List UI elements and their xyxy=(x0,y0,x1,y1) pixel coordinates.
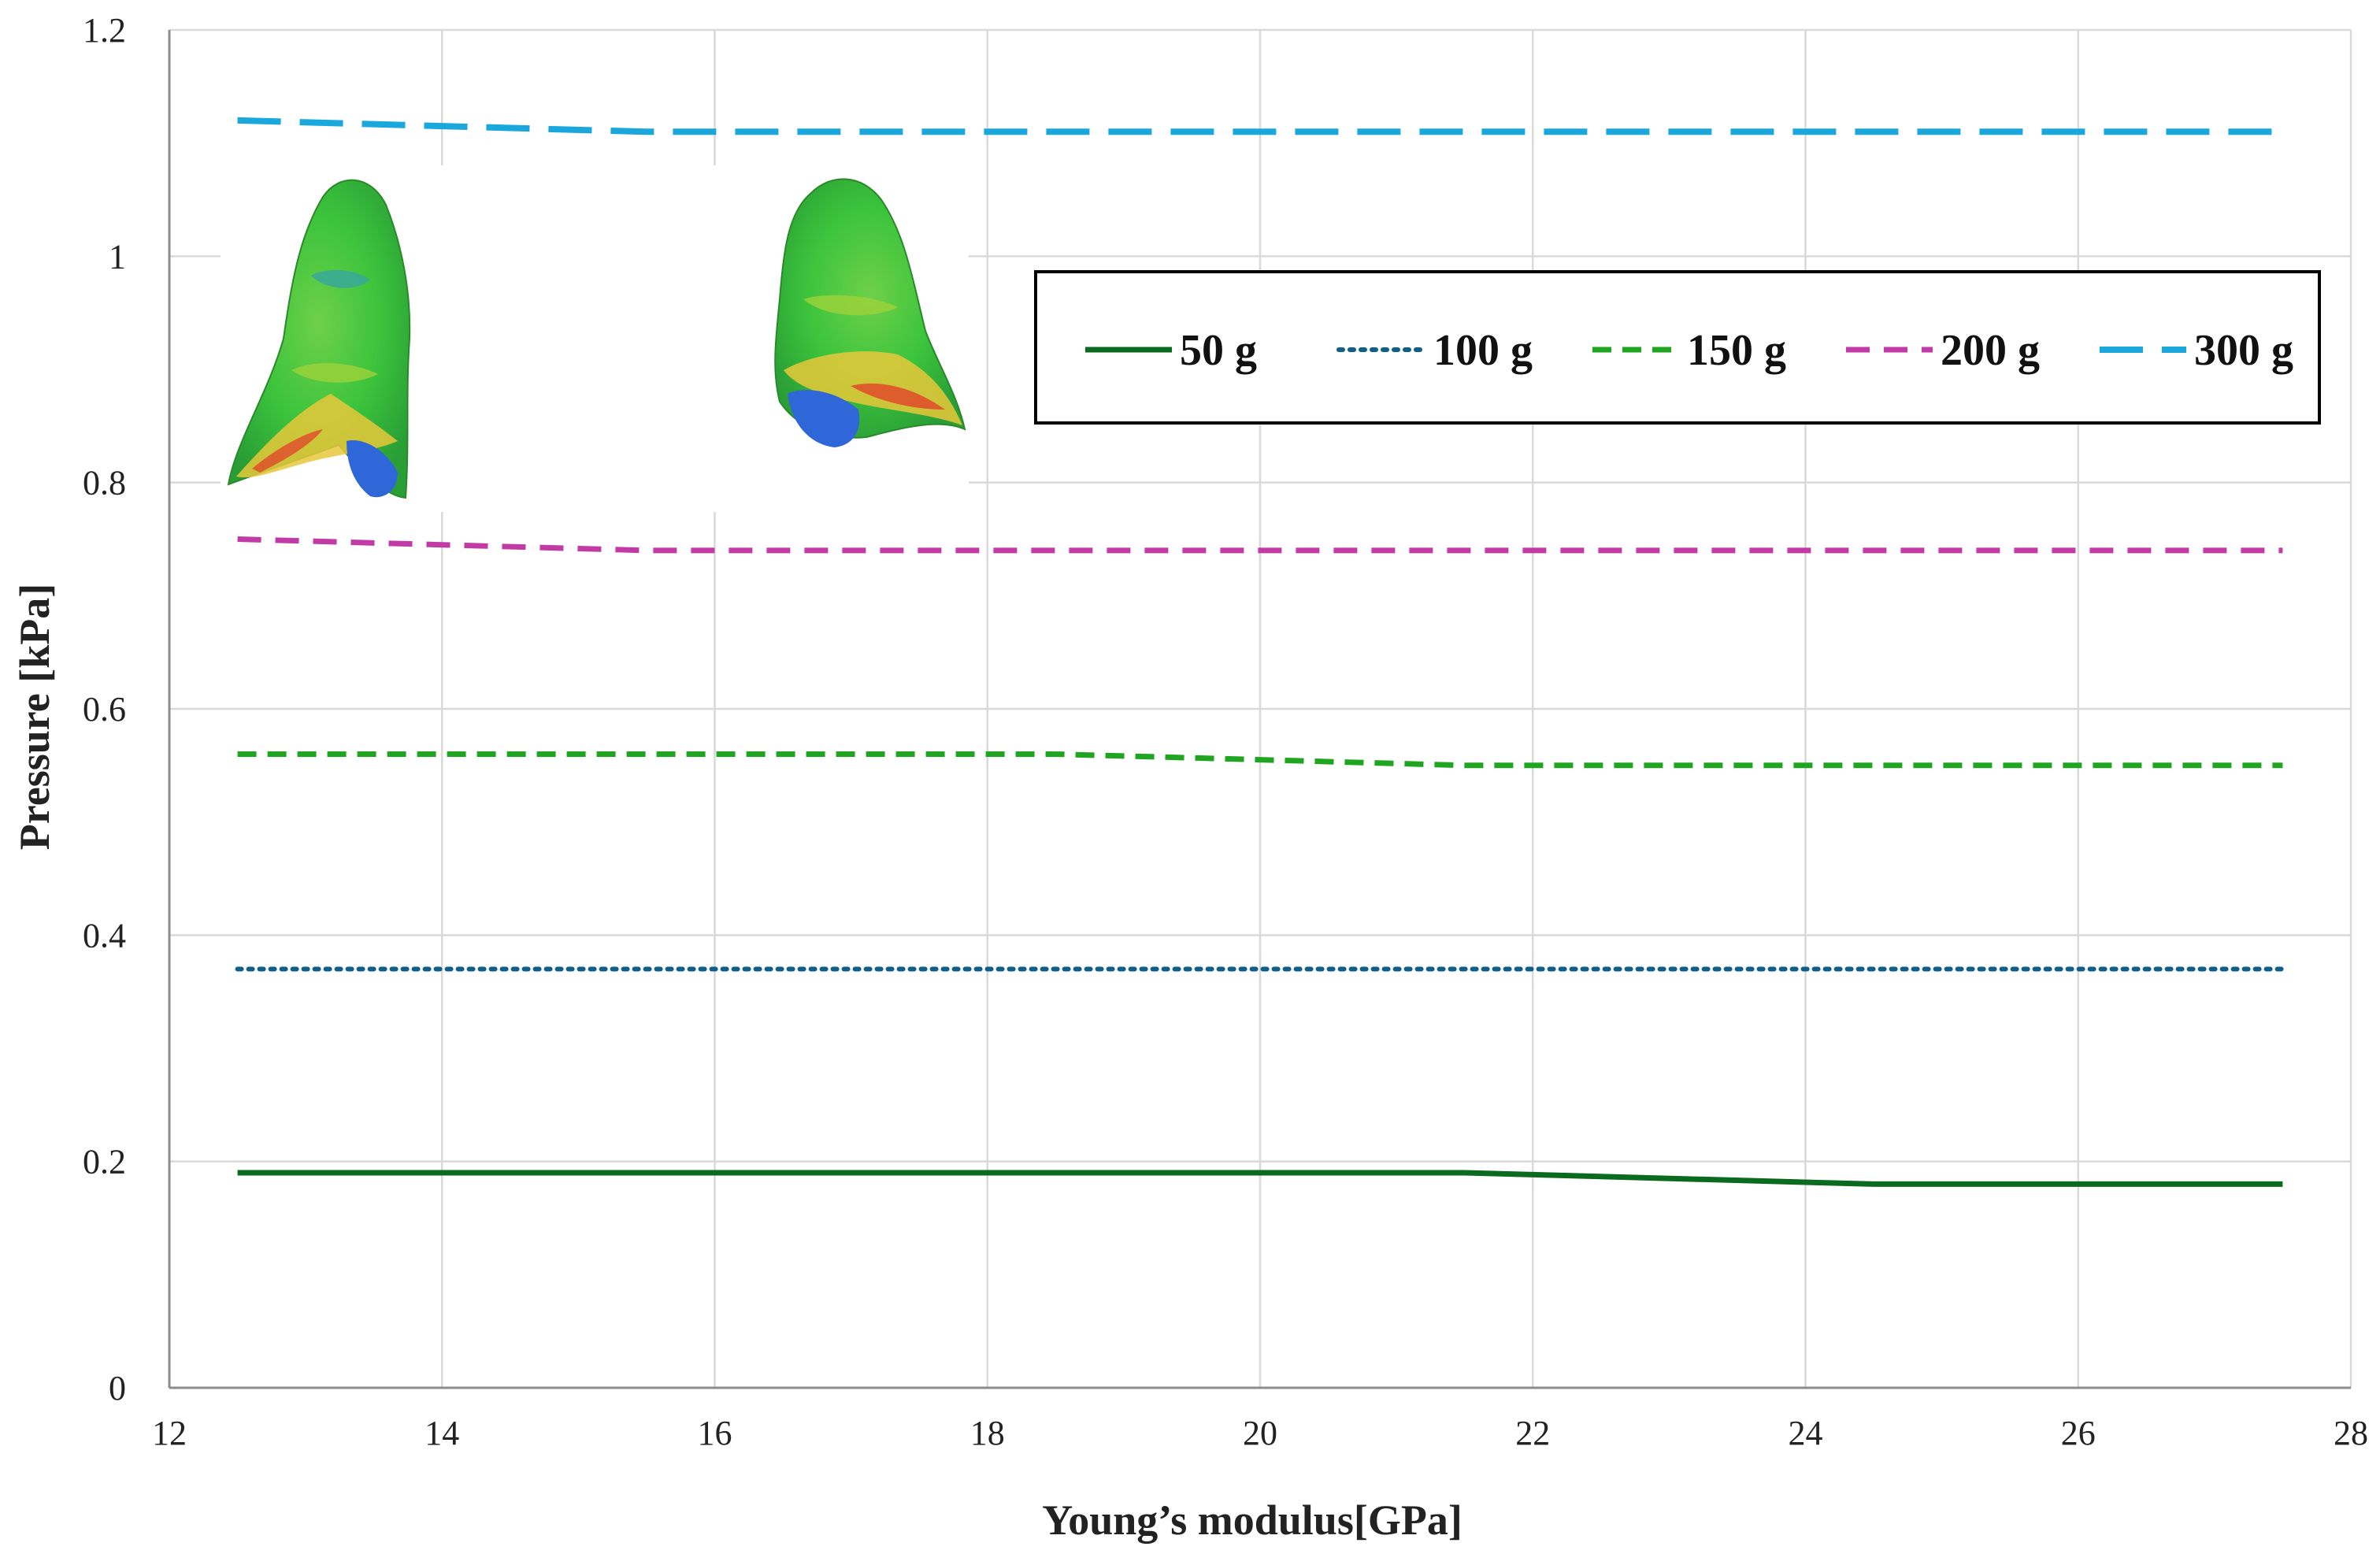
x-tick-label: 24 xyxy=(1789,1414,1823,1452)
y-tick-label: 0.2 xyxy=(83,1143,126,1181)
y-tick-label: 0.8 xyxy=(83,464,126,503)
axes xyxy=(168,30,2351,1389)
series-line-150g xyxy=(237,751,2283,769)
x-tick-label: 20 xyxy=(1243,1414,1277,1452)
x-tick-label: 18 xyxy=(970,1414,1005,1452)
tooth-model-left xyxy=(227,179,411,499)
y-tick-label: 1 xyxy=(109,237,126,276)
x-tick-label: 14 xyxy=(424,1414,459,1452)
legend-label: 300 g xyxy=(2194,326,2293,375)
x-axis-title: Young’s modulus[GPa] xyxy=(1042,1496,1462,1544)
series-line-300g xyxy=(237,117,2283,135)
grid xyxy=(168,28,2352,1389)
legend-label: 150 g xyxy=(1687,326,1786,375)
series-line-200g xyxy=(237,536,2283,554)
x-tick-label: 16 xyxy=(698,1414,732,1452)
y-tick-label: 0.4 xyxy=(83,916,126,955)
legend: 50 g 100 g 150 g 200 g 300 g xyxy=(1034,270,2321,425)
axis-labels: 12 14 16 18 20 22 24 26 28 0 0.2 0.4 0.6 0.8 1 1.2 Young… xyxy=(11,11,2368,1544)
y-axis-title: Pressure [kPa] xyxy=(11,584,58,850)
tooth-model-right xyxy=(774,178,966,447)
inset-images xyxy=(221,165,969,512)
legend-items: 50 g 100 g 150 g 200 g 300 g xyxy=(1085,326,2293,375)
legend-label: 50 g xyxy=(1180,326,1257,375)
y-tick-label: 0.6 xyxy=(83,690,126,729)
x-tick-label: 22 xyxy=(1515,1414,1550,1452)
legend-label: 200 g xyxy=(1941,326,2040,375)
y-tick-label: 0 xyxy=(109,1369,126,1407)
series-line-50g xyxy=(237,1170,2283,1187)
x-tick-label: 28 xyxy=(2334,1414,2368,1452)
legend-label: 100 g xyxy=(1433,326,1533,375)
series-lines xyxy=(235,117,2285,1187)
x-tick-label: 26 xyxy=(2061,1414,2096,1452)
y-tick-label: 1.2 xyxy=(83,11,126,50)
x-tick-label: 12 xyxy=(152,1414,187,1452)
